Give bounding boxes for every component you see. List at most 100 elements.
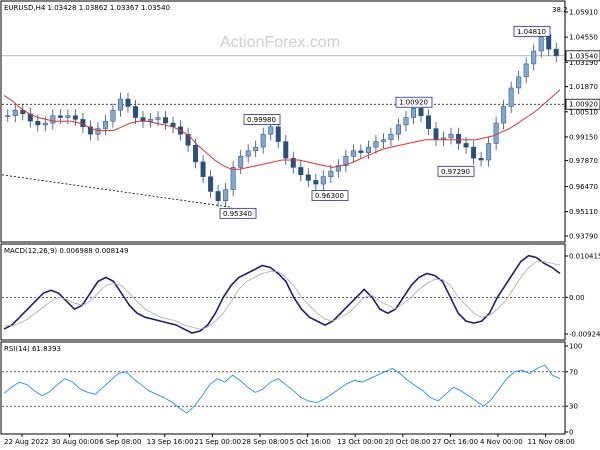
watermark: ActionForex.com [220, 34, 340, 51]
chart-header: EURUSD,H4 1.03428 1.03862 1.03367 1.0354… [4, 4, 170, 12]
x-tick-label: 13 Oct 00:00 [337, 438, 383, 446]
candle-body [501, 106, 507, 124]
y-tick-label: 0.96470 [569, 183, 598, 191]
rsi-line [3, 364, 561, 414]
candle-body [65, 115, 71, 118]
price-marker-label: 1.03540 [569, 52, 598, 60]
candle-body [132, 106, 138, 118]
macd-y-tick-label: 0.010415 [569, 253, 600, 261]
candle-body [531, 50, 537, 65]
y-tick-label: 1.00510 [569, 108, 598, 116]
macd-title: MACD(12,26,9) 0.006988 0.008149 [4, 247, 128, 255]
candle-body [223, 189, 229, 201]
x-tick-label: 28 Sep 08:00 [242, 438, 289, 446]
candle-body [245, 150, 251, 157]
annotation-box [395, 96, 433, 108]
level-marker-box [565, 98, 600, 110]
candle-body [298, 167, 304, 176]
x-axis: 22 Aug 2022 30 Aug 00:00 6 Sep 08:00 13 Sep… [4, 434, 575, 446]
candle-body [72, 115, 78, 120]
x-tick-label: 4 Nov 00:00 [480, 438, 523, 446]
candle-body [290, 157, 296, 168]
annotation-label: 0.95340 [223, 210, 252, 218]
y-tick-label: 0.95110 [569, 208, 598, 216]
y-tick-label: 0.99150 [569, 133, 598, 141]
x-tick-label: 13 Sep 16:00 [147, 438, 194, 446]
candle-body [268, 126, 274, 135]
x-tick-label: 11 Nov 08:00 [528, 438, 575, 446]
candle-body [478, 157, 484, 161]
candle-body [343, 156, 349, 166]
x-tick-label: 30 Aug 00:00 [52, 438, 99, 446]
macd-panel-frame [0, 243, 566, 341]
candle-body [358, 150, 364, 153]
y-tick-label: 1.01870 [569, 83, 598, 91]
candle-body [448, 133, 454, 139]
annotation-label: 0.97290 [441, 168, 470, 176]
macd-plot: 0.010415 0.00 -0.009244 [2, 253, 600, 339]
main-plot: 1.05910 1.04550 1.03190 1.01870 1.00510 0.991… [1, 9, 600, 241]
annotation-label: 0.96300 [315, 192, 344, 200]
x-tick-label: 27 Oct 16:00 [432, 438, 478, 446]
candle-body [42, 122, 48, 126]
candle-body [380, 139, 386, 142]
candle-body [155, 117, 161, 120]
x-tick-label: 20 Oct 08:00 [385, 438, 431, 446]
candle-body [110, 109, 116, 122]
y-tick-label: 0.97870 [569, 157, 598, 165]
candle-body [185, 133, 191, 146]
candle-body [57, 115, 63, 118]
candle-body [456, 133, 462, 144]
macd-line [3, 254, 561, 334]
candle-body [148, 119, 154, 122]
candle-body [553, 48, 559, 57]
main-panel-frame [0, 0, 566, 243]
candle-body [12, 109, 18, 116]
candle-body [125, 98, 131, 107]
rsi-plot: 100 70 30 0 [2, 343, 582, 437]
annotation-box [311, 190, 349, 202]
level-marker-label: 1.00920 [569, 101, 598, 109]
candle-body [163, 117, 169, 124]
candle-body [230, 167, 236, 190]
candle-body [260, 133, 266, 148]
candle-body [335, 165, 341, 172]
candle-body [140, 117, 146, 122]
candle-body [50, 115, 56, 124]
candle-body [275, 126, 281, 142]
candle-body [388, 133, 394, 140]
candle-body [516, 76, 522, 89]
annotation-label: 0.99980 [247, 116, 276, 124]
dotted-trendline [1, 174, 233, 208]
annotation-box [437, 165, 475, 177]
annotation-label: 1.04810 [517, 28, 546, 36]
candle-body [410, 108, 416, 118]
rsi-title: RSI(14) 61.8393 [4, 345, 61, 353]
candle-body [365, 146, 371, 153]
annotation-box [513, 25, 551, 37]
candle-body [208, 176, 214, 192]
rsi-y-tick-label: 100 [569, 343, 582, 351]
candle-body [373, 141, 379, 148]
price-marker-box [565, 50, 600, 62]
candle-body [238, 156, 244, 168]
candle-body [102, 120, 108, 129]
y-tick-label: 0.93790 [569, 233, 598, 241]
candle-body [117, 98, 123, 111]
annotation-label: 1.00920 [399, 99, 428, 107]
macd-signal-line [3, 261, 561, 330]
moving-average-line [3, 89, 561, 170]
rsi-panel-frame [0, 341, 566, 435]
candle-body [328, 170, 334, 177]
x-tick-label: 21 Sep 00:00 [194, 438, 241, 446]
macd-y-tick-label: 0.00 [569, 294, 585, 302]
candle-body [350, 150, 356, 157]
candle-body [5, 115, 11, 117]
y-tick-label: 1.05910 [569, 9, 598, 17]
macd-y-tick-label: -0.009244 [569, 331, 600, 339]
candle-body [253, 146, 259, 152]
y-tick-label: 1.04550 [569, 34, 598, 42]
annotation-box [243, 114, 281, 125]
